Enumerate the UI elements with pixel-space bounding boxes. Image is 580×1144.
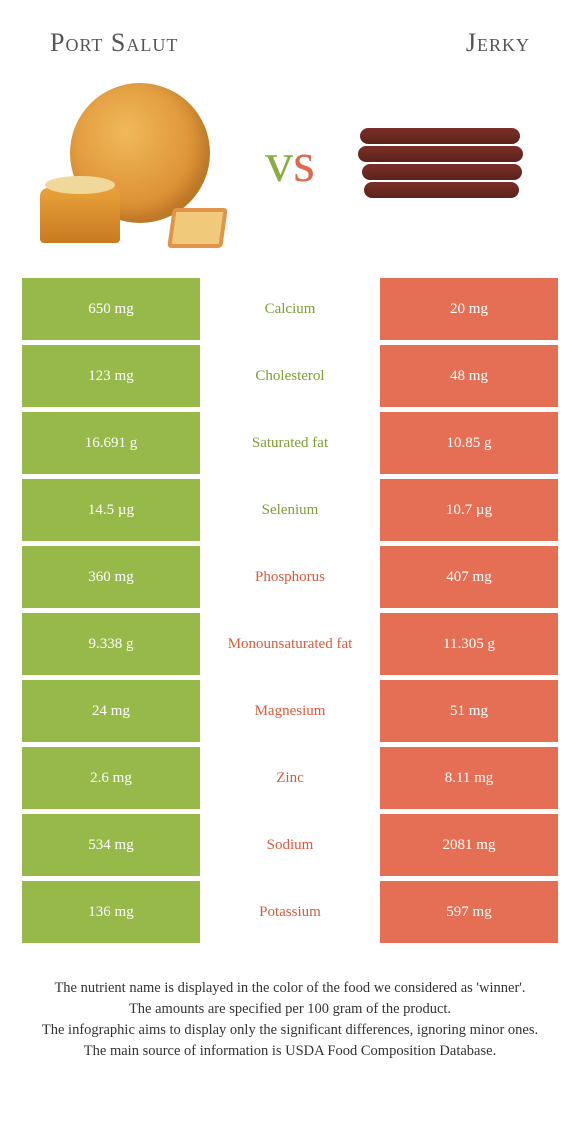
nutrient-label: Cholesterol [200, 345, 380, 407]
value-left: 360 mg [22, 546, 200, 608]
nutrient-label: Phosphorus [200, 546, 380, 608]
footer-line: The nutrient name is displayed in the co… [30, 978, 550, 999]
table-row: 123 mgCholesterol48 mg [22, 345, 558, 407]
value-right: 20 mg [380, 278, 558, 340]
table-row: 534 mgSodium2081 mg [22, 814, 558, 876]
comparison-table: 650 mgCalcium20 mg123 mgCholesterol48 mg… [22, 278, 558, 943]
images-row: vs [0, 68, 580, 268]
nutrient-label: Calcium [200, 278, 380, 340]
table-row: 14.5 µgSelenium10.7 µg [22, 479, 558, 541]
value-right: 8.11 mg [380, 747, 558, 809]
table-row: 2.6 mgZinc8.11 mg [22, 747, 558, 809]
value-right: 2081 mg [380, 814, 558, 876]
food-left-title: Port Salut [50, 28, 178, 58]
value-left: 123 mg [22, 345, 200, 407]
value-left: 9.338 g [22, 613, 200, 675]
value-left: 136 mg [22, 881, 200, 943]
value-right: 10.7 µg [380, 479, 558, 541]
vs-label: vs [265, 131, 315, 195]
table-row: 136 mgPotassium597 mg [22, 881, 558, 943]
footer-line: The amounts are specified per 100 gram o… [30, 999, 550, 1020]
nutrient-label: Magnesium [200, 680, 380, 742]
value-left: 650 mg [22, 278, 200, 340]
footer-notes: The nutrient name is displayed in the co… [0, 948, 580, 1062]
value-left: 14.5 µg [22, 479, 200, 541]
value-right: 11.305 g [380, 613, 558, 675]
value-right: 48 mg [380, 345, 558, 407]
value-left: 16.691 g [22, 412, 200, 474]
food-right-title: Jerky [466, 28, 530, 58]
nutrient-label: Zinc [200, 747, 380, 809]
nutrient-label: Potassium [200, 881, 380, 943]
table-row: 9.338 gMonounsaturated fat11.305 g [22, 613, 558, 675]
footer-line: The main source of information is USDA F… [30, 1041, 550, 1062]
table-row: 360 mgPhosphorus407 mg [22, 546, 558, 608]
table-row: 650 mgCalcium20 mg [22, 278, 558, 340]
header: Port Salut Jerky [0, 0, 580, 68]
value-right: 51 mg [380, 680, 558, 742]
table-row: 16.691 gSaturated fat10.85 g [22, 412, 558, 474]
value-left: 534 mg [22, 814, 200, 876]
value-left: 24 mg [22, 680, 200, 742]
nutrient-label: Sodium [200, 814, 380, 876]
nutrient-label: Monounsaturated fat [200, 613, 380, 675]
value-right: 10.85 g [380, 412, 558, 474]
value-right: 597 mg [380, 881, 558, 943]
food-left-image [40, 78, 230, 248]
nutrient-label: Saturated fat [200, 412, 380, 474]
value-left: 2.6 mg [22, 747, 200, 809]
footer-line: The infographic aims to display only the… [30, 1020, 550, 1041]
value-right: 407 mg [380, 546, 558, 608]
nutrient-label: Selenium [200, 479, 380, 541]
food-right-image [350, 78, 540, 248]
table-row: 24 mgMagnesium51 mg [22, 680, 558, 742]
